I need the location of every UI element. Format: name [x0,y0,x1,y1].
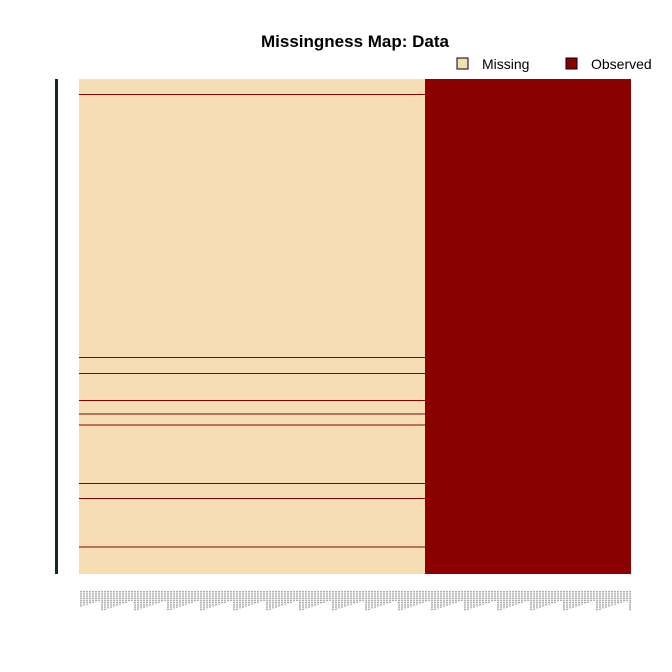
observed-row-473 [79,546,631,548]
legend-label-missing: Missing [482,56,529,72]
legend-label-observed: Observed [591,56,652,72]
legend-swatch-missing [456,57,469,70]
legend-swatch-observed [565,57,578,70]
observed-row-298 [79,373,631,375]
legend: Missing Observed [456,56,652,72]
x-tick-labels [80,591,631,611]
observed-row-409 [79,482,631,484]
chart-title: Missingness Map: Data [261,32,450,51]
missing-block [79,79,426,574]
observed-row-282 [79,357,631,359]
observed-row-16 [79,93,631,95]
heatmap-grid [79,79,631,574]
row-axis-line [55,79,58,574]
observed-row-325 [79,399,631,401]
observed-row-424 [79,497,631,499]
observed-row-350 [79,424,631,426]
observed-row-339 [79,413,631,415]
observed-block [425,79,631,574]
